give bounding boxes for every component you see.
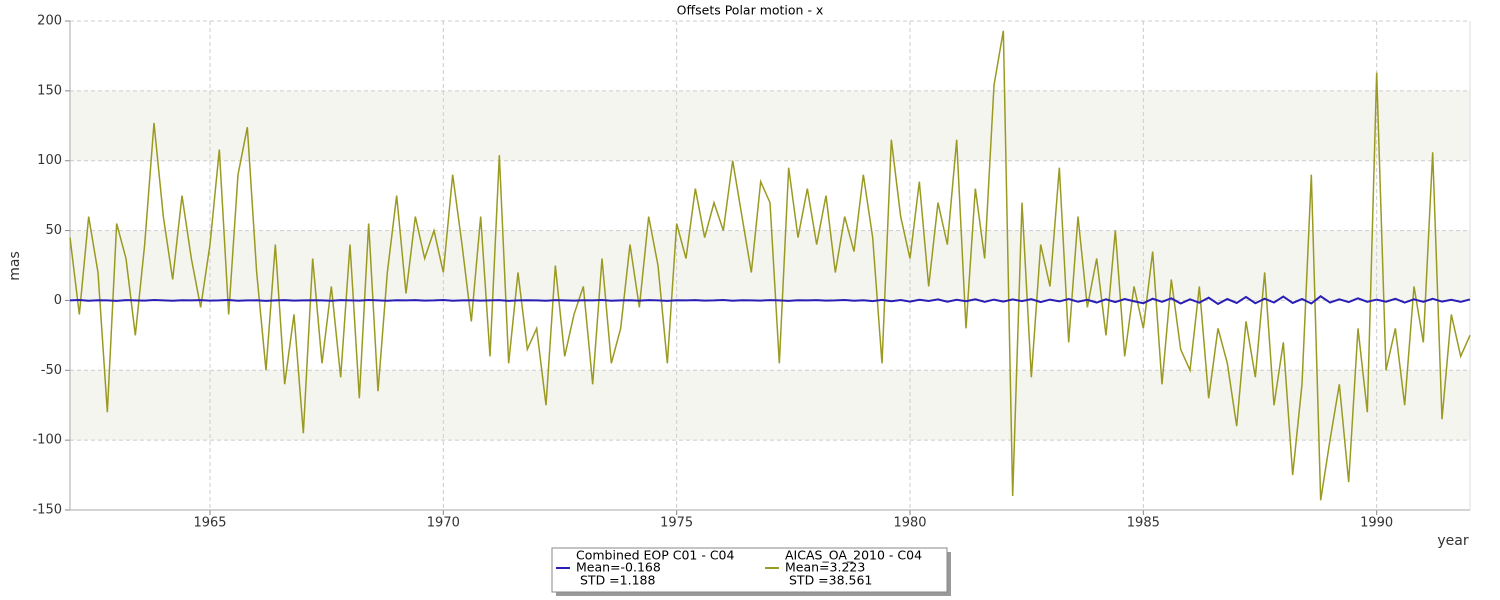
legend-stat: Mean=3.223 <box>785 560 865 575</box>
series-line <box>69 30 1471 501</box>
x-tick-label: 1985 <box>1127 516 1160 531</box>
y-tick-label: 100 <box>37 153 62 168</box>
y-tick-label: 200 <box>37 14 62 29</box>
legend-stat: Mean=-0.168 <box>576 560 661 575</box>
y-tick-label: -100 <box>32 433 62 448</box>
legend-stat: STD =1.188 <box>580 573 655 588</box>
x-tick-label: 1975 <box>660 516 693 531</box>
y-tick-label: -50 <box>41 363 62 378</box>
legend-label: AICAS_OA_2010 - C04 <box>785 548 922 563</box>
x-tick-label: 1990 <box>1360 516 1393 531</box>
y-tick-label: 0 <box>54 293 62 308</box>
x-tick-label: 1980 <box>893 516 926 531</box>
grid-band <box>70 230 1470 301</box>
series-line <box>69 295 1471 306</box>
legend-label: Combined EOP C01 - C04 <box>576 548 735 563</box>
legend-stat: STD =38.561 <box>789 573 872 588</box>
x-tick-label: 1970 <box>427 516 460 531</box>
grid-band <box>70 370 1470 441</box>
legend-box <box>551 547 948 593</box>
y-tick-label: 150 <box>37 83 62 98</box>
chart-title: Offsets Polar motion - x <box>677 3 824 18</box>
grid-band <box>70 90 1470 161</box>
x-tick-label: 1965 <box>193 516 226 531</box>
y-tick-label: 50 <box>45 223 62 238</box>
y-tick-label: -150 <box>32 503 62 518</box>
x-axis-label: year <box>1437 533 1468 549</box>
y-axis-label: mas <box>7 251 23 281</box>
